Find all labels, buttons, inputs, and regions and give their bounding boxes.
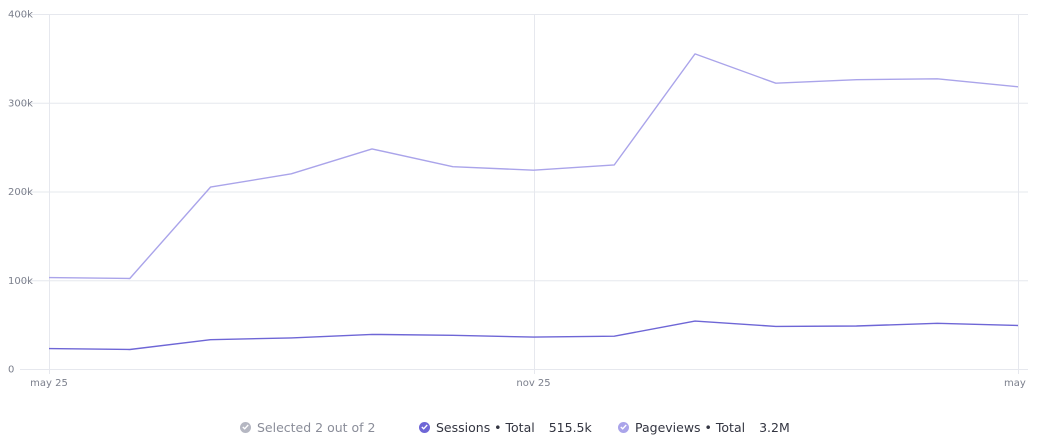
grid-layer bbox=[20, 14, 1028, 374]
legend-series-name: Pageviews • Total bbox=[635, 419, 746, 435]
series-line-pageviews bbox=[48, 53, 1019, 280]
y-tick-label: 0 bbox=[8, 365, 14, 376]
x-tick-label: may 25 bbox=[30, 378, 68, 389]
y-tick-label: 200k bbox=[8, 187, 33, 198]
x-tick-label: nov 25 bbox=[516, 378, 550, 389]
legend-item-pageviews[interactable]: Pageviews • Total 3.2M bbox=[618, 418, 790, 436]
y-tick-label: 300k bbox=[8, 98, 33, 109]
series-line-sessions bbox=[48, 320, 1019, 351]
y-tick-label: 100k bbox=[8, 276, 33, 287]
chart-legend: Selected 2 out of 2 Sessions • Total 515… bbox=[0, 418, 1041, 436]
check-icon bbox=[419, 421, 430, 433]
legend-selected-toggle[interactable]: Selected 2 out of 2 bbox=[240, 418, 376, 436]
x-tick-label: may bbox=[1004, 378, 1026, 389]
legend-series-total: 515.5k bbox=[548, 419, 592, 435]
axis-labels: 0 100k 200k 300k 400k may 25 nov 25 may bbox=[8, 10, 1026, 390]
check-icon bbox=[240, 421, 251, 433]
legend-selected-label: Selected 2 out of 2 bbox=[257, 419, 376, 435]
line-chart: 0 100k 200k 300k 400k may 25 nov 25 may bbox=[8, 10, 1028, 390]
legend-item-sessions[interactable]: Sessions • Total 515.5k bbox=[419, 418, 592, 436]
series-layer bbox=[48, 53, 1019, 351]
legend-series-name: Sessions • Total bbox=[436, 419, 535, 435]
y-tick-label: 400k bbox=[8, 10, 33, 21]
legend-series-total: 3.2M bbox=[759, 419, 790, 435]
check-icon bbox=[618, 421, 629, 433]
